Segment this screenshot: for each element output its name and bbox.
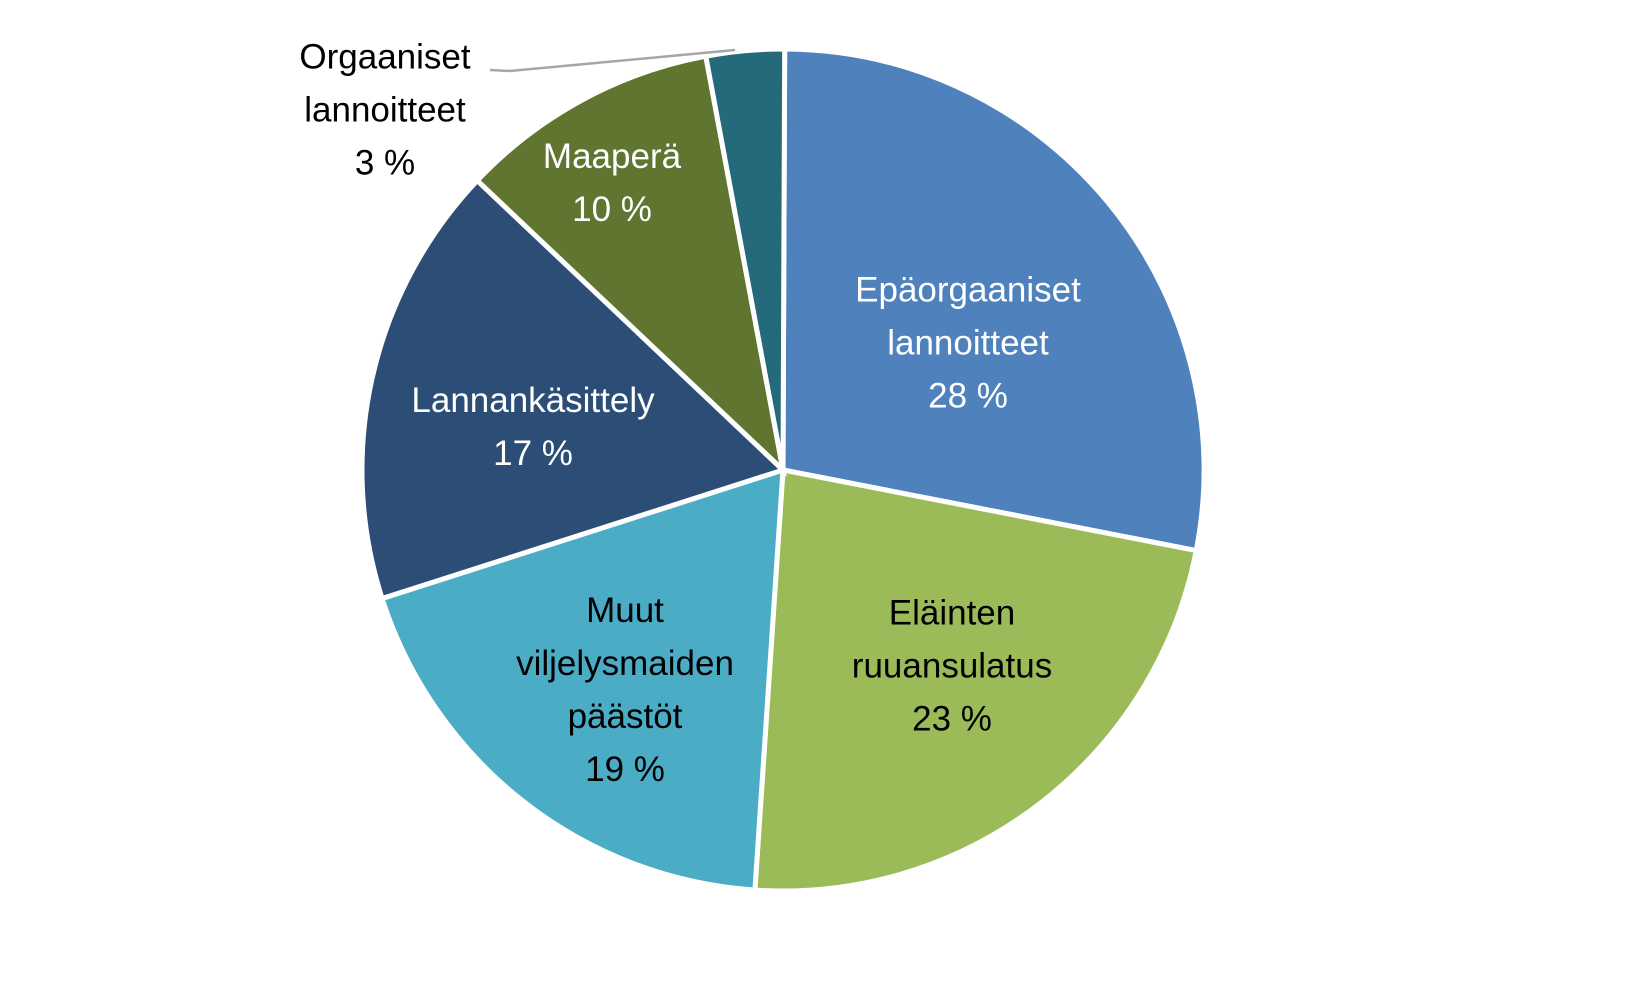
category-label: Maaperä	[542, 137, 682, 176]
pie-slice	[359, 177, 788, 602]
pie-slice	[702, 46, 788, 471]
value-label: 19 %	[585, 750, 665, 789]
category-label: Muut viljelysmaiden päästöt	[516, 591, 734, 736]
pie-slice	[780, 46, 1207, 554]
slice-label: Maaperä 10 %	[543, 130, 681, 236]
value-label: 17 %	[493, 434, 573, 473]
value-label: 23 %	[912, 699, 992, 739]
leader-line	[489, 48, 736, 73]
slice-label: Eläinten ruuansulatus 23 %	[852, 587, 1052, 746]
value-label: 28 %	[928, 376, 1008, 416]
value-label: 3 %	[354, 143, 416, 183]
pie-slice	[378, 466, 786, 893]
slice-label: Epäorgaaniset lannoitteet 28 %	[855, 264, 1081, 423]
pie-slice	[473, 53, 787, 478]
slice-label: Lannankäsittely 17 %	[411, 374, 654, 480]
slice-label: Muut viljelysmaiden päästöt 19 %	[516, 584, 734, 796]
category-label: Lannankäsittely	[411, 381, 655, 420]
pie-slice	[752, 467, 1200, 894]
slice-label: Orgaaniset lannoitteet 3 %	[299, 31, 470, 190]
category-label: Epäorgaaniset lannoitteet	[855, 270, 1081, 363]
value-label: 10 %	[572, 190, 652, 229]
category-label: Orgaaniset lannoitteet	[299, 37, 471, 130]
category-label: Eläinten ruuansulatus	[851, 593, 1053, 686]
